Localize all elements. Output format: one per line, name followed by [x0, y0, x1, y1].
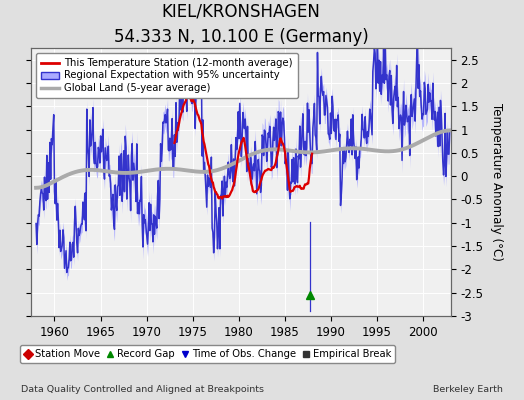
- Text: Berkeley Earth: Berkeley Earth: [433, 385, 503, 394]
- Y-axis label: Temperature Anomaly (°C): Temperature Anomaly (°C): [490, 103, 503, 261]
- Title: KIEL/KRONSHAGEN
54.333 N, 10.100 E (Germany): KIEL/KRONSHAGEN 54.333 N, 10.100 E (Germ…: [114, 2, 368, 46]
- Legend: Station Move, Record Gap, Time of Obs. Change, Empirical Break: Station Move, Record Gap, Time of Obs. C…: [20, 345, 395, 363]
- Text: Data Quality Controlled and Aligned at Breakpoints: Data Quality Controlled and Aligned at B…: [21, 385, 264, 394]
